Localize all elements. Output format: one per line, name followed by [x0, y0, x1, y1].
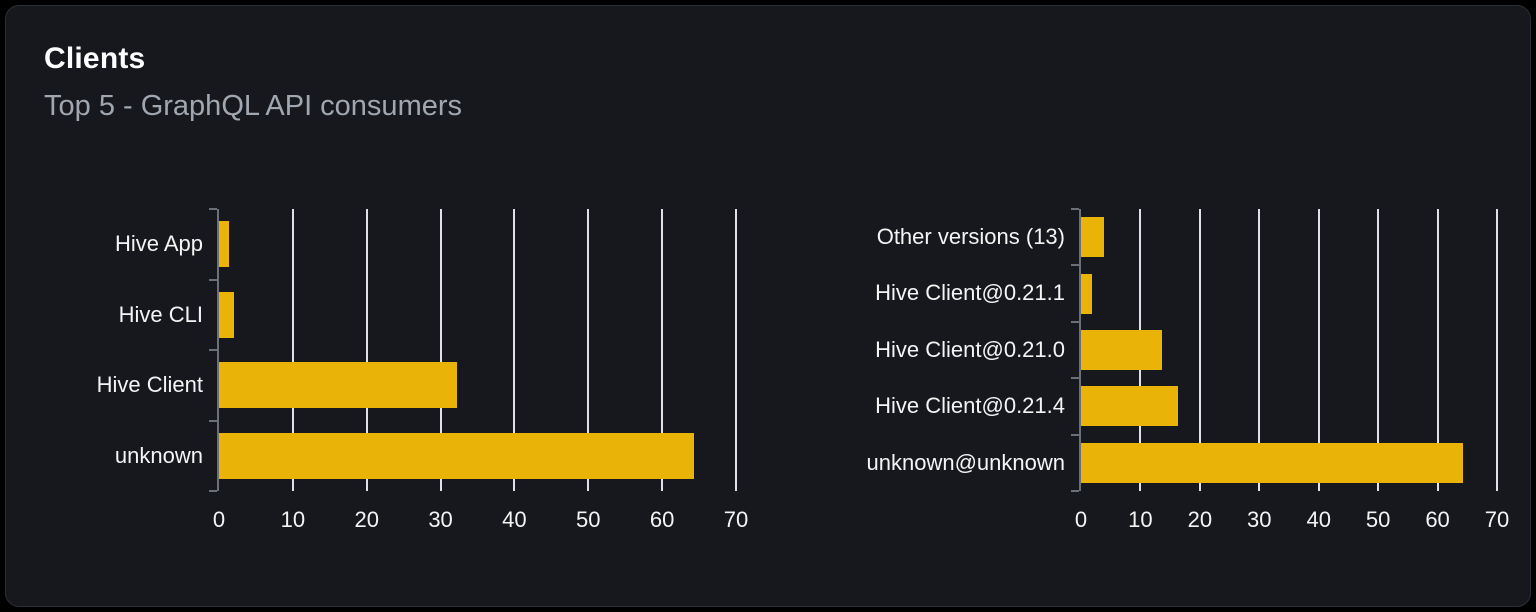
x-axis-tick-label: 0: [212, 507, 226, 532]
gridline: [291, 209, 294, 491]
x-axis-tick-label: 70: [723, 507, 749, 532]
x-axis-tick-label: 60: [649, 507, 675, 532]
category-label: unknown: [114, 442, 203, 468]
x-axis-tick-label: 70: [1484, 507, 1510, 532]
category-label: Hive Client@0.21.0: [875, 336, 1065, 362]
bar[interactable]: [1081, 442, 1464, 483]
y-axis-tick: [209, 420, 217, 422]
gridline: [1377, 209, 1380, 491]
category-label: Hive CLI: [118, 301, 203, 327]
gridline: [1317, 209, 1320, 491]
x-axis-tick-label: 50: [1365, 507, 1391, 532]
bar[interactable]: [1081, 217, 1105, 258]
bar[interactable]: [1081, 273, 1092, 314]
x-axis-tick-label: 50: [576, 507, 601, 532]
category-label: Hive Client: [96, 372, 203, 397]
x-axis-tick-label: 30: [1247, 507, 1272, 532]
x-axis-tick-label: 60: [1425, 507, 1450, 532]
gridline: [1258, 209, 1261, 491]
y-axis-line: [1079, 209, 1081, 491]
y-axis-tick: [209, 349, 217, 351]
gridline: [513, 209, 516, 491]
y-axis-tick: [209, 279, 217, 281]
bar[interactable]: [1081, 330, 1163, 370]
category-label: Hive Client@0.21.4: [875, 393, 1065, 419]
y-axis-tick: [1071, 490, 1079, 492]
gridline: [661, 209, 664, 491]
x-axis-tick-label: 20: [354, 507, 379, 532]
x-axis-tick-label: 40: [502, 507, 527, 532]
card-subtitle: Top 5 - GraphQL API consumers: [44, 90, 463, 122]
y-axis-tick: [1071, 377, 1079, 379]
x-axis-tick-label: 20: [1187, 507, 1213, 532]
bar[interactable]: [219, 432, 694, 479]
y-axis-tick: [1071, 264, 1079, 266]
category-label: unknown@unknown: [866, 449, 1065, 475]
y-axis-tick: [1071, 321, 1079, 323]
y-axis-tick: [1071, 208, 1079, 210]
gridline: [1436, 209, 1439, 491]
category-label: Hive App: [114, 231, 203, 256]
x-axis-tick-label: 10: [280, 507, 306, 532]
gridline: [365, 209, 368, 491]
gridline: [587, 209, 590, 491]
x-axis-tick-label: 30: [428, 507, 453, 532]
clients-card: Clients Top 5 - GraphQL API consumers 0 1…: [5, 5, 1531, 607]
bar[interactable]: [1081, 386, 1179, 427]
x-axis-tick-label: 0: [1074, 507, 1088, 532]
y-axis-tick: [209, 208, 217, 210]
y-axis-tick: [1071, 434, 1079, 436]
bar[interactable]: [219, 221, 230, 268]
x-axis-tick-label: 40: [1306, 507, 1331, 532]
gridline: [1496, 209, 1498, 491]
y-axis-line: [217, 209, 219, 491]
gridline: [735, 209, 737, 491]
category-label: Other versions (13): [876, 224, 1065, 249]
client-versions-bar-chart: 0 10 20 30 40 50 60 70 Other versions (13) Hive C…: [774, 208, 1536, 561]
card-title: Clients: [44, 42, 146, 75]
clients-bar-chart: 0 10 20 30 40 50 60 70 Hive App Hive CLI Hive Clie…: [6, 208, 781, 561]
category-label: Hive Client@0.21.1: [875, 280, 1065, 306]
gridline: [1198, 209, 1201, 491]
x-axis-tick-label: 10: [1128, 507, 1153, 532]
y-axis-tick: [209, 490, 217, 492]
bar[interactable]: [219, 291, 234, 338]
gridline: [439, 209, 442, 491]
bar[interactable]: [219, 362, 457, 409]
